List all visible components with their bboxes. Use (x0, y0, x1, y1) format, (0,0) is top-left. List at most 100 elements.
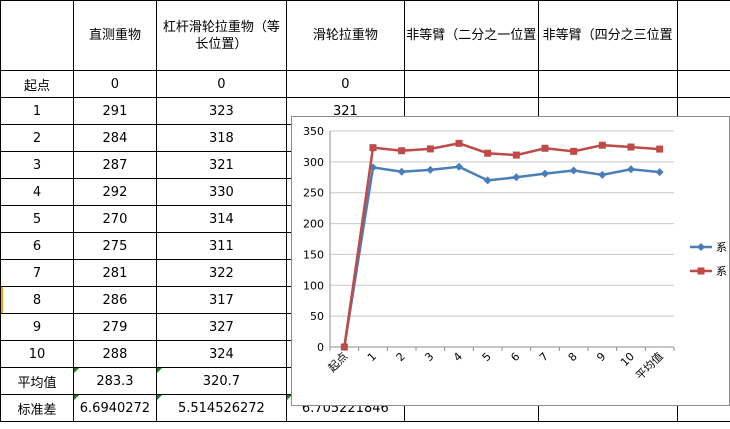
data-point (598, 141, 606, 149)
data-point (426, 145, 434, 153)
data-point (598, 170, 607, 179)
data-cell[interactable]: 321 (155, 151, 287, 179)
data-point (397, 167, 406, 176)
row-label-cell[interactable]: 标准差 (0, 394, 74, 422)
row-label-cell[interactable]: 6 (0, 232, 74, 260)
data-point (398, 147, 406, 155)
x-tick-label: 4 (451, 350, 465, 364)
data-cell[interactable]: 311 (155, 232, 287, 260)
y-tick-label: 250 (303, 187, 324, 200)
header-cell[interactable]: 杠杆滑轮拉重物（等长位置） (155, 0, 287, 71)
data-point (483, 176, 492, 185)
table-row: 起点 0 0 0 (0, 70, 730, 98)
data-cell[interactable]: 284 (72, 124, 157, 152)
data-cell[interactable]: 291 (72, 97, 157, 125)
data-cell[interactable]: 320.7 (155, 367, 287, 395)
data-point (627, 165, 635, 174)
x-tick-label: 8 (566, 350, 580, 364)
y-tick-label: 0 (317, 341, 324, 354)
legend-label: 系 (716, 265, 727, 278)
x-tick-label: 5 (480, 350, 494, 364)
legend-marker (697, 243, 705, 251)
x-tick-label: 10 (618, 350, 637, 369)
data-cell[interactable]: 323 (155, 97, 287, 125)
data-cell[interactable]: 0 (72, 70, 157, 98)
legend-label: 系 (716, 241, 727, 254)
x-tick-label: 6 (508, 350, 522, 364)
data-point (455, 139, 463, 147)
row-label-cell[interactable]: 平均值 (0, 367, 74, 395)
legend-marker (697, 267, 705, 275)
x-tick-label: 9 (594, 350, 608, 364)
empty-cell[interactable] (537, 70, 678, 98)
data-cell[interactable]: 288 (72, 340, 157, 368)
data-cell[interactable]: 322 (155, 259, 287, 287)
y-tick-label: 150 (303, 248, 324, 261)
header-cell[interactable]: 滑轮拉重物 (285, 0, 405, 71)
y-tick-label: 50 (310, 310, 324, 323)
empty-cell[interactable] (403, 70, 539, 98)
data-cell[interactable]: 270 (72, 205, 157, 233)
series-line (343, 165, 660, 348)
y-tick-label: 100 (303, 279, 324, 292)
header-cell[interactable]: 直测重物 (72, 0, 157, 71)
x-tick-label: 平均值 (633, 350, 666, 383)
x-tick-label: 1 (365, 350, 379, 364)
header-cell[interactable]: 非等臂（二分之一位置 (403, 0, 539, 71)
data-point (569, 166, 578, 175)
header-cell[interactable] (676, 0, 730, 71)
data-point (455, 162, 463, 171)
line-chart[interactable]: 0 50 100 150 200 250 300 350 起点 1 2 3 4 5 6 7 8 9 10 平均值 系系 (291, 116, 730, 406)
header-cell[interactable] (0, 0, 74, 71)
row-label-cell[interactable]: 起点 (0, 70, 74, 98)
data-cell[interactable]: 0 (285, 70, 405, 98)
data-point (484, 149, 492, 157)
y-tick-label: 350 (303, 125, 324, 138)
data-point (340, 343, 348, 351)
row-label-cell[interactable]: 7 (0, 259, 74, 287)
data-cell[interactable]: 292 (72, 178, 157, 206)
row-label-cell[interactable]: 4 (0, 178, 74, 206)
data-point (541, 169, 549, 178)
data-cell[interactable]: 281 (72, 259, 157, 287)
data-cell[interactable]: 283.3 (72, 367, 157, 395)
data-point (369, 144, 377, 152)
data-cell[interactable]: 279 (72, 313, 157, 341)
data-point (656, 145, 664, 153)
data-cell[interactable]: 317 (155, 286, 287, 314)
header-row: 直测重物 杠杆滑轮拉重物（等长位置） 滑轮拉重物 非等臂（二分之一位置 非等臂（四分之三… (0, 0, 730, 71)
data-cell[interactable]: 318 (155, 124, 287, 152)
y-tick-label: 300 (303, 156, 324, 169)
header-cell[interactable]: 非等臂（四分之三位置 (537, 0, 678, 71)
data-cell[interactable]: 0 (155, 70, 287, 98)
data-cell[interactable]: 314 (155, 205, 287, 233)
data-cell[interactable]: 5.514526272 (155, 394, 287, 422)
row-label-cell[interactable]: 1 (0, 97, 74, 125)
selection-marker (1, 287, 3, 313)
series-line (343, 142, 660, 348)
row-label-cell[interactable]: 2 (0, 124, 74, 152)
empty-cell[interactable] (676, 70, 730, 98)
x-tick-label: 2 (394, 350, 408, 364)
data-point (570, 147, 578, 155)
data-point (627, 143, 635, 151)
data-point (541, 144, 549, 152)
data-cell[interactable]: 324 (155, 340, 287, 368)
data-cell[interactable]: 6.6940272 (72, 394, 157, 422)
data-point (655, 168, 664, 177)
row-label-cell[interactable]: 9 (0, 313, 74, 341)
data-cell[interactable]: 286 (72, 286, 157, 314)
data-cell[interactable]: 327 (155, 313, 287, 341)
data-point (426, 165, 435, 174)
data-cell[interactable]: 330 (155, 178, 287, 206)
data-cell[interactable]: 275 (72, 232, 157, 260)
row-label-cell[interactable]: 3 (0, 151, 74, 179)
row-label-cell[interactable]: 8 (0, 286, 74, 314)
row-label-cell[interactable]: 10 (0, 340, 74, 368)
x-tick-label: 3 (422, 350, 436, 364)
y-tick-label: 200 (303, 218, 324, 231)
data-point (512, 151, 520, 159)
data-cell[interactable]: 287 (72, 151, 157, 179)
row-label-cell[interactable]: 5 (0, 205, 74, 233)
